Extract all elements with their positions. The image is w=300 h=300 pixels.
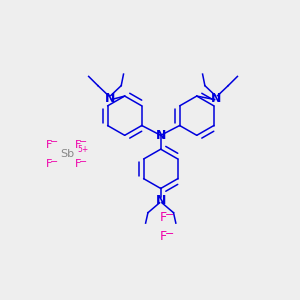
Text: N: N [155,129,166,142]
Text: N: N [104,92,115,105]
Text: −: − [165,229,174,239]
Text: N: N [155,194,166,206]
Text: −: − [79,157,87,167]
Text: N: N [211,92,222,105]
Text: F: F [46,159,52,169]
Text: F: F [75,140,81,150]
Text: −: − [50,157,58,167]
Text: F: F [75,159,81,169]
Text: F: F [160,211,167,224]
Text: F: F [46,140,52,150]
Text: 5+: 5+ [77,145,88,154]
Text: Sb: Sb [61,149,75,159]
Text: −: − [79,137,87,147]
Text: −: − [165,210,174,220]
Text: −: − [50,137,58,147]
Text: F: F [160,230,167,244]
